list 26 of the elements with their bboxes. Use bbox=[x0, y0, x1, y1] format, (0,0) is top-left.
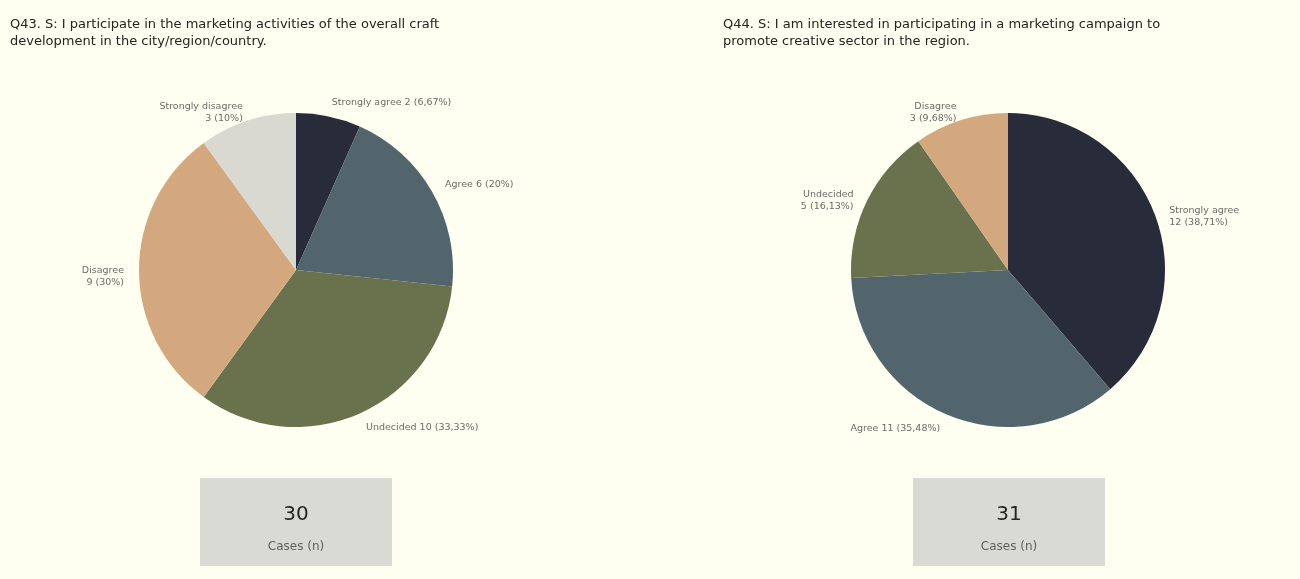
text: 31 bbox=[996, 501, 1022, 525]
slice-label: Strongly agree 2 (6,67%) bbox=[331, 95, 452, 107]
slice-label: Disagree bbox=[81, 264, 125, 275]
pie-slice bbox=[139, 142, 296, 398]
text: 30 bbox=[283, 501, 309, 525]
pie-slice bbox=[851, 141, 1008, 278]
data-label: 3 (10%) bbox=[205, 112, 243, 124]
data-label: 12 (38,71%) bbox=[1169, 216, 1229, 228]
pie-slice bbox=[1008, 113, 1165, 390]
chart-title: Q44. S: I am interested in participating in a marketing campaign to promote creative sector in the region. bbox=[723, 16, 1161, 48]
text: Cases (n) bbox=[267, 539, 325, 553]
slice-label: Undecided 10 (33,33%) bbox=[365, 421, 479, 433]
pie-slice bbox=[296, 113, 360, 270]
pie-slice bbox=[203, 113, 296, 270]
slice-label: Strongly disagree bbox=[159, 100, 243, 112]
data-label: 3 (9,68%) bbox=[909, 111, 957, 123]
slice-label: Disagree bbox=[914, 99, 957, 111]
chart-title: Q43. S: I participate in the marketing activities of the overall craft development in the city/region/country. bbox=[10, 16, 440, 48]
slice-label: Undecided bbox=[802, 188, 854, 200]
text: Cases (n) bbox=[980, 539, 1038, 553]
data-label: 9 (30%) bbox=[86, 276, 124, 287]
data-label: 5 (16,13%) bbox=[800, 200, 854, 212]
slice-label: Strongly agree bbox=[1169, 204, 1240, 216]
slice-label: Agree 11 (35,48%) bbox=[850, 422, 941, 434]
pie-slice bbox=[918, 113, 1008, 270]
slice-label: Agree 6 (20%) bbox=[444, 178, 514, 189]
